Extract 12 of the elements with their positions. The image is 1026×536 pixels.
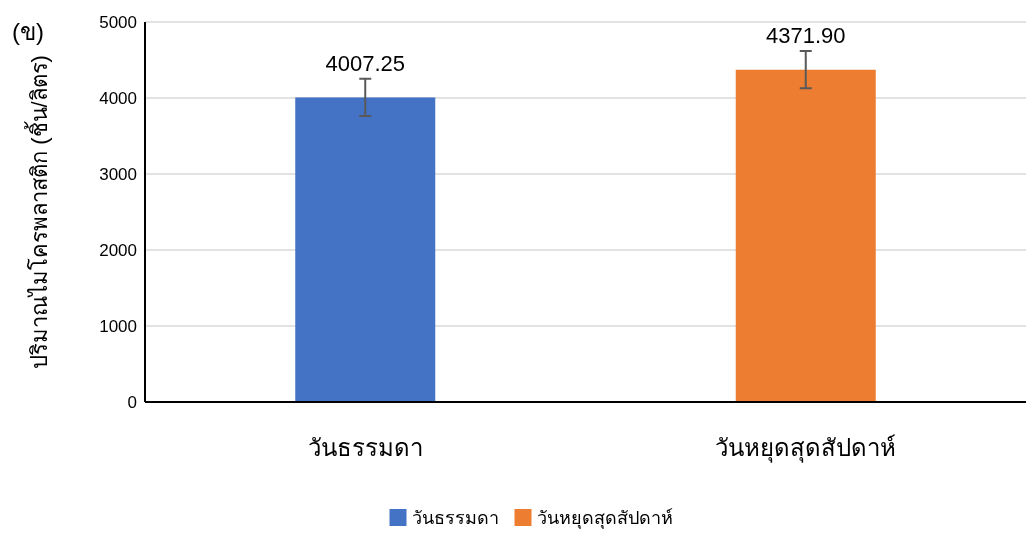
y-tick-label: 1000 <box>99 317 137 336</box>
legend-label: วันหยุดสุดสัปดาห์ <box>536 508 673 529</box>
legend-label: วันธรรมดา <box>411 508 499 528</box>
text: (ข) <box>12 18 44 45</box>
y-tick-label: 0 <box>127 393 137 412</box>
y-tick-label: 5000 <box>99 13 137 32</box>
y-tick-label: 2000 <box>99 241 137 260</box>
y-tick-label: 3000 <box>99 165 137 184</box>
y-tick-label: 4000 <box>99 89 137 108</box>
y-axis-title: ปริมาณไมโครพลาสติก (ชิ้น/ลิตร) <box>24 55 52 369</box>
data-label: 4007.25 <box>325 50 406 76</box>
data-label: 4371.90 <box>765 23 846 49</box>
